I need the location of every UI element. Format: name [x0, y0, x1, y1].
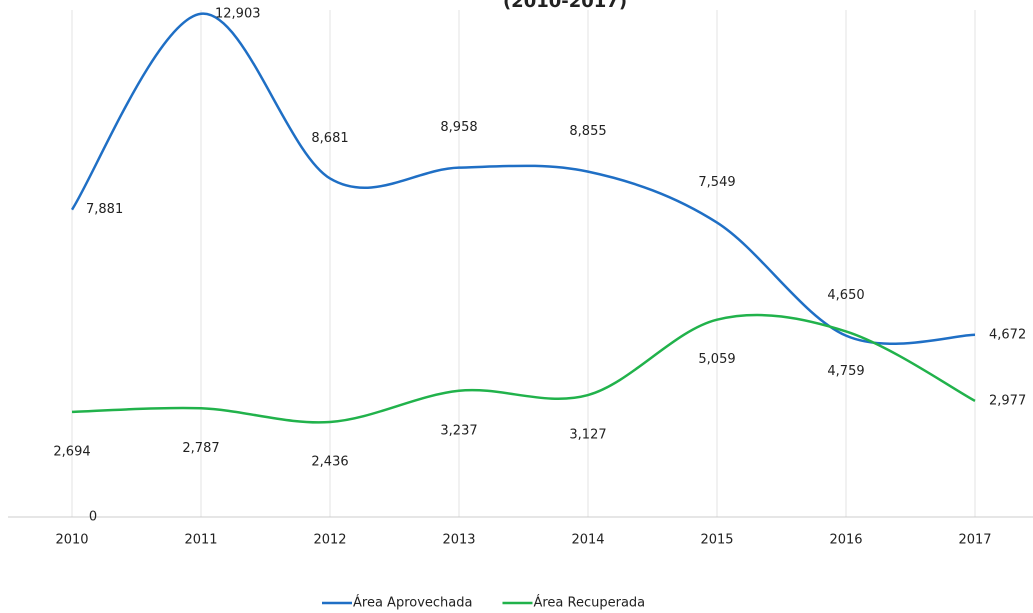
data-label: 2,694: [53, 444, 90, 459]
x-tick-label: 2016: [829, 533, 862, 548]
x-tick-label: 2015: [700, 533, 733, 548]
x-tick-label: 2013: [442, 533, 475, 548]
data-label: 7,549: [698, 175, 735, 190]
x-tick-label: 2011: [184, 533, 217, 548]
data-label: 4,672: [989, 327, 1026, 342]
chart-title: (2010-2017): [503, 0, 627, 12]
data-label: 4,650: [827, 288, 864, 303]
legend-label: Área Recuperada: [533, 595, 645, 611]
data-label: 7,881: [86, 202, 123, 217]
data-label: 8,681: [311, 131, 348, 146]
data-label: 3,127: [569, 428, 606, 443]
legend-label: Área Aprovechada: [353, 595, 472, 611]
data-label: 4,759: [827, 364, 864, 379]
data-label: 2,977: [989, 393, 1026, 408]
line-series: [71, 313, 976, 424]
data-label: 2,787: [182, 441, 219, 456]
x-tick-label: 2014: [571, 533, 604, 548]
data-label: 3,237: [440, 423, 477, 438]
data-label: 8,958: [440, 120, 477, 135]
x-tick-label: 2010: [55, 533, 88, 548]
data-label: 2,436: [311, 454, 348, 469]
data-label: 12,903: [215, 6, 261, 21]
x-tick-label: 2012: [313, 533, 346, 548]
x-tick-label: 2017: [958, 533, 991, 548]
data-label: 5,059: [698, 352, 735, 367]
y-tick-label: 0: [89, 510, 97, 525]
data-label: 8,855: [569, 124, 606, 139]
line-series: [70, 12, 976, 346]
